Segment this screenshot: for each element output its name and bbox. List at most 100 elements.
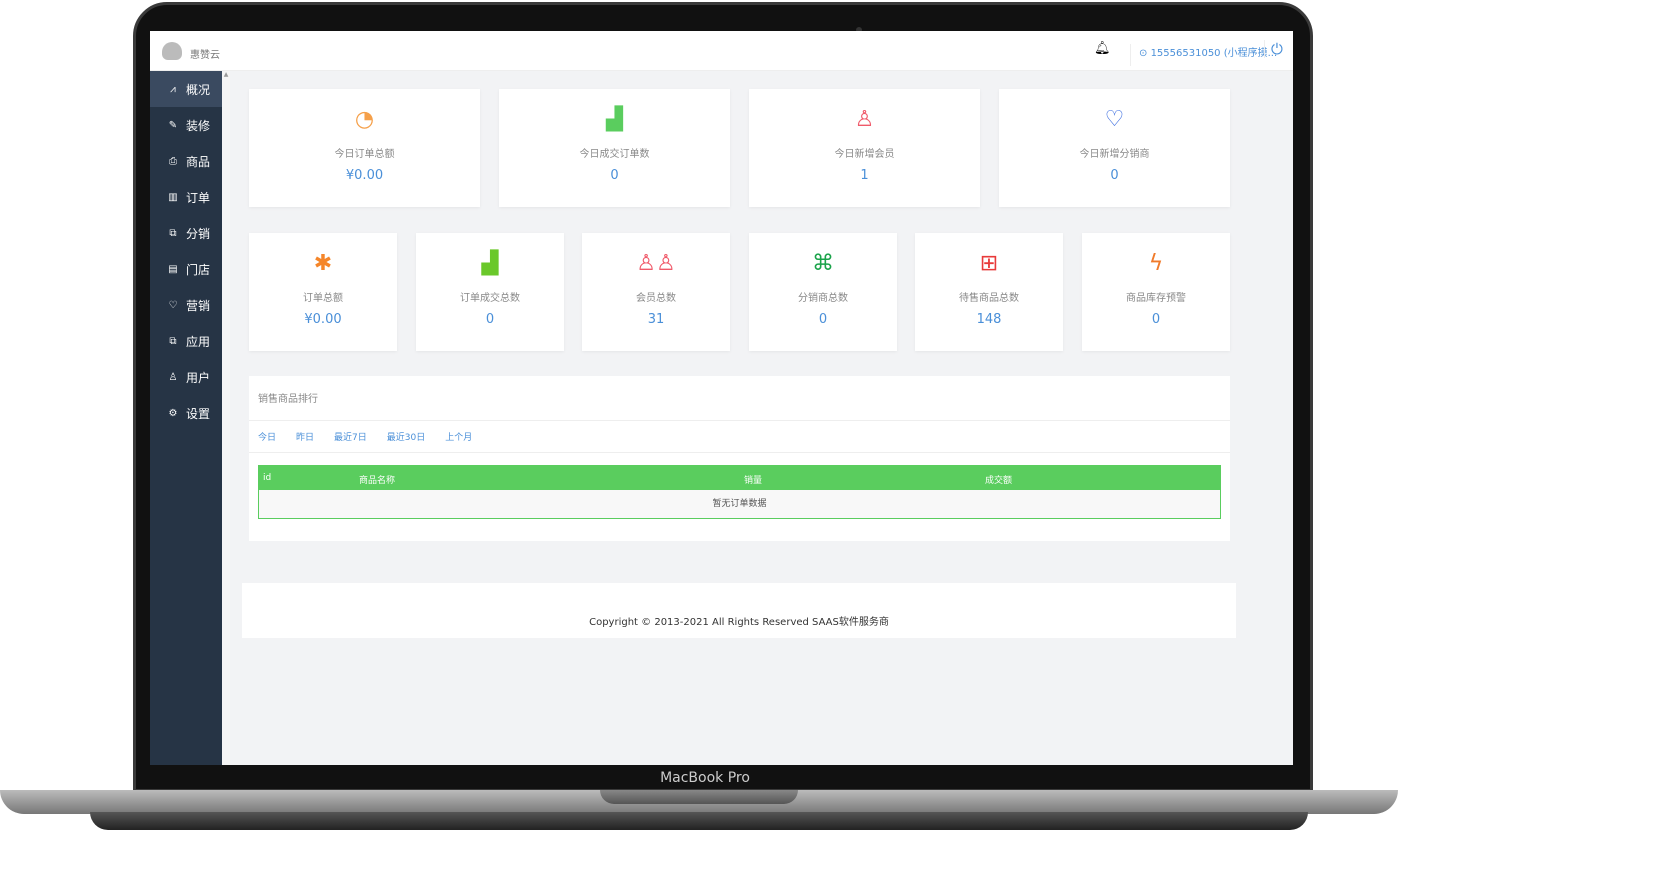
apps-icon: ⧉ xyxy=(169,335,177,347)
stat-label: 商品库存预警 xyxy=(1126,293,1186,304)
stat-label: 今日成交订单数 xyxy=(579,149,650,160)
sidebar-item-label: 设置 xyxy=(186,406,211,421)
empty-message: 暂无订单数据 xyxy=(259,490,1220,518)
device-label: MacBook Pro xyxy=(660,770,750,786)
sidebar-item-9[interactable]: ⚙ 设置 xyxy=(150,395,222,431)
stat-card: ✱ 订单总额 ¥0.00 xyxy=(249,233,397,351)
brush-icon: ✎ xyxy=(168,119,178,131)
user-icon: ♙ xyxy=(854,107,875,132)
user-name: 15556531050 (小程序摸... xyxy=(1150,48,1278,59)
footer: Copyright © 2013-2021 All Rights Reserve… xyxy=(242,583,1236,638)
stat-card: ⌘ 分销商总数 0 xyxy=(749,233,897,351)
share-icon: ⧉ xyxy=(169,227,177,239)
sidebar-item-4[interactable]: ⧉ 分销 xyxy=(150,215,222,251)
sidebar-item-label: 概况 xyxy=(186,82,211,97)
col-sales: 销量 xyxy=(744,476,763,486)
stat-label: 订单总额 xyxy=(303,293,343,304)
stat-value: ¥0.00 xyxy=(345,168,384,183)
camera xyxy=(856,27,862,33)
pie-chart-icon: ◔ xyxy=(354,107,375,132)
bar-chart-icon: ▟ xyxy=(606,107,623,132)
sidebar-item-label: 门店 xyxy=(186,262,211,277)
scrollbar[interactable]: ▲ xyxy=(222,71,230,765)
cloud-logo-icon[interactable] xyxy=(162,42,182,60)
sidebar-item-6[interactable]: ♡ 营销 xyxy=(150,287,222,323)
sidebar-item-label: 商品 xyxy=(186,154,211,169)
signal-icon: ▟ xyxy=(481,251,499,276)
sidebar-item-8[interactable]: ♙ 用户 xyxy=(150,359,222,395)
sidebar-item-5[interactable]: ▤ 门店 xyxy=(150,251,222,287)
logout-icon[interactable]: ⏻ xyxy=(1264,40,1283,58)
sidebar-item-label: 装修 xyxy=(186,118,211,133)
sidebar-item-1[interactable]: ✎ 装修 xyxy=(150,107,222,143)
bag-icon: ⎙ xyxy=(169,155,177,167)
stat-label: 今日新增分销商 xyxy=(1079,149,1150,160)
sidebar-item-label: 分销 xyxy=(186,226,211,241)
stat-card: ϟ 商品库存预警 0 xyxy=(1082,233,1230,351)
tab-1[interactable]: 昨日 xyxy=(296,433,315,443)
sidebar-item-label: 订单 xyxy=(186,190,211,205)
sales-ranking-panel: 销售商品排行 今日 昨日 最近7日 最近30日 上个月 id 商品名称 销量 成交额 暂… xyxy=(249,376,1230,541)
check-circle-icon: ⊙ xyxy=(1139,48,1151,59)
bulb-icon: ♡ xyxy=(168,299,178,311)
stat-label: 订单成交总数 xyxy=(460,293,520,304)
screen: 惠赞云 🔔︎ ⊙ 15556531050 (小程序摸... ⏻ ⩘ 概况 ✎ 装修 ⎙ 商… xyxy=(150,31,1293,765)
stat-card: ♙ 今日新增会员 1 xyxy=(749,89,980,207)
gift-icon: ⊞ xyxy=(979,251,999,276)
stat-value: 0 xyxy=(818,312,828,327)
stat-card: ▟ 订单成交总数 0 xyxy=(416,233,564,351)
stat-card: ◔ 今日订单总额 ¥0.00 xyxy=(249,89,480,207)
tab-2[interactable]: 最近7日 xyxy=(334,433,367,443)
stat-value: 0 xyxy=(1110,168,1119,183)
stat-label: 待售商品总数 xyxy=(959,293,1019,304)
user-icon: ♙ xyxy=(168,371,178,383)
period-tabs: 今日 昨日 最近7日 最近30日 上个月 xyxy=(249,421,1230,453)
bar-chart-icon: ▥ xyxy=(168,191,178,203)
tab-3[interactable]: 最近30日 xyxy=(386,433,426,443)
gear-icon: ⚙ xyxy=(168,407,178,419)
stat-card: ▟ 今日成交订单数 0 xyxy=(499,89,730,207)
sidebar-item-label: 营销 xyxy=(186,298,211,313)
col-amount: 成交额 xyxy=(985,476,1013,486)
stat-value: 1 xyxy=(860,168,869,183)
panel-title: 销售商品排行 xyxy=(249,376,1230,421)
stock-alert-icon: ϟ xyxy=(1148,251,1164,276)
store-icon: ▤ xyxy=(168,263,178,275)
sidebar-item-0[interactable]: ⩘ 概况 xyxy=(150,71,222,107)
sidebar-item-2[interactable]: ⎙ 商品 xyxy=(150,143,222,179)
stat-value: 0 xyxy=(485,312,495,327)
user-account-link[interactable]: ⊙ 15556531050 (小程序摸... xyxy=(1130,44,1277,66)
stat-label: 今日新增会员 xyxy=(834,149,895,160)
stat-label: 今日订单总额 xyxy=(334,149,395,160)
table-header: id 商品名称 销量 成交额 xyxy=(259,466,1220,490)
stat-label: 会员总数 xyxy=(636,293,676,304)
stat-value: 148 xyxy=(976,312,1002,327)
laptop-notch xyxy=(600,790,798,804)
sidebar-item-label: 用户 xyxy=(186,370,211,385)
stat-card: ♡ 今日新增分销商 0 xyxy=(999,89,1230,207)
sidebar-item-label: 应用 xyxy=(186,334,211,349)
ranking-table: id 商品名称 销量 成交额 暂无订单数据 xyxy=(258,465,1221,519)
stat-value: 31 xyxy=(647,312,665,327)
col-id: id xyxy=(263,473,272,483)
tab-4[interactable]: 上个月 xyxy=(445,433,473,443)
stat-label: 分销商总数 xyxy=(798,293,848,304)
heart-icon: ♡ xyxy=(1104,107,1125,132)
network-icon: ⌘ xyxy=(812,251,834,276)
sidebar-item-7[interactable]: ⧉ 应用 xyxy=(150,323,222,359)
stat-value: 0 xyxy=(610,168,619,183)
col-name: 商品名称 xyxy=(359,476,396,486)
stat-value: ¥0.00 xyxy=(304,312,342,327)
line-chart-icon: ⩘ xyxy=(170,83,176,95)
gear-icon: ✱ xyxy=(313,251,333,276)
tab-0[interactable]: 今日 xyxy=(258,433,277,443)
laptop-base-bottom xyxy=(90,812,1308,830)
stat-value: 0 xyxy=(1151,312,1161,327)
users-icon: ♙♙ xyxy=(636,251,676,276)
app-name: 惠赞云 xyxy=(190,50,220,61)
stat-card: ♙♙ 会员总数 31 xyxy=(582,233,730,351)
stat-card: ⊞ 待售商品总数 148 xyxy=(915,233,1063,351)
sidebar: ⩘ 概况 ✎ 装修 ⎙ 商品 ▥ 订单 ⧉ 分销 ▤ 门店 ♡ 营销 ⧉ 应用 ♙ 用户 ⚙ 设置 xyxy=(150,71,222,765)
bell-icon[interactable]: 🔔︎ xyxy=(1094,41,1111,56)
sidebar-item-3[interactable]: ▥ 订单 xyxy=(150,179,222,215)
